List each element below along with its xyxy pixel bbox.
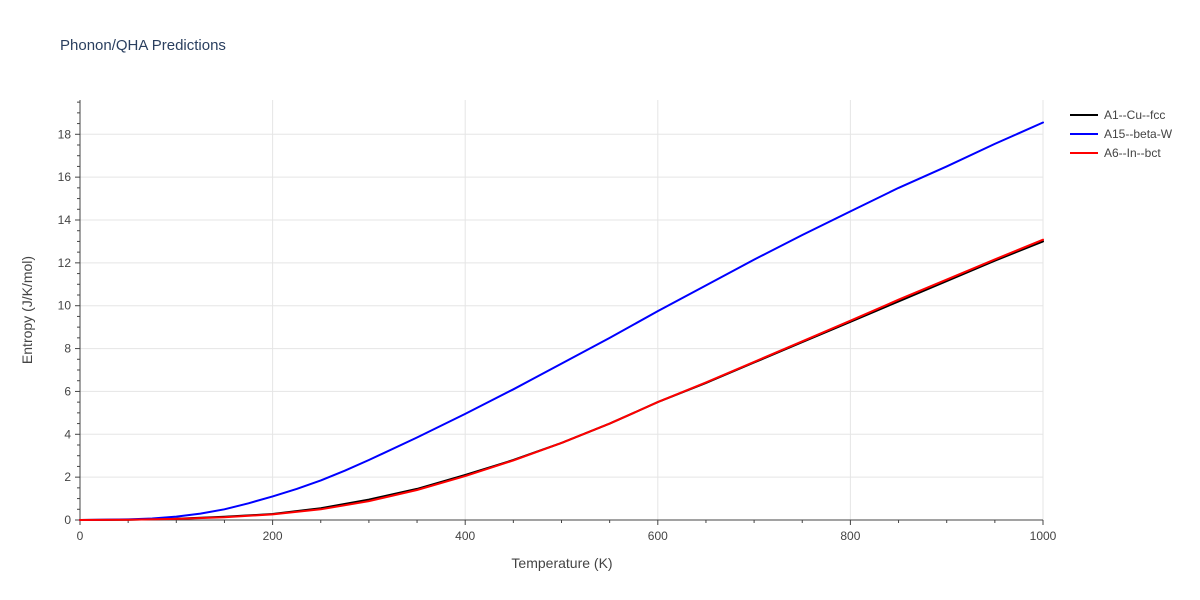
y-tick-label: 14 <box>58 213 72 227</box>
series-line-3 <box>79 238 1044 521</box>
grid-lines <box>80 100 1044 520</box>
y-tick-label: 10 <box>58 299 72 313</box>
y-tick-label: 0 <box>64 513 71 527</box>
y-tick-label: 12 <box>58 256 72 270</box>
x-tick-label: 1000 <box>1030 529 1057 543</box>
y-tick-label: 4 <box>64 427 71 441</box>
y-tick-label: 16 <box>58 170 72 184</box>
y-axis-title: Entropy (J/K/mol) <box>19 256 35 364</box>
legend-label: A6--In--bct <box>1104 146 1161 160</box>
legend-label: A1--Cu--fcc <box>1104 108 1165 122</box>
y-tick-label: 18 <box>58 127 72 141</box>
y-tick-label: 2 <box>64 470 71 484</box>
series-line-1 <box>79 240 1044 521</box>
x-tick-label: 800 <box>840 529 860 543</box>
x-axis-title: Temperature (K) <box>511 555 612 571</box>
legend: A1--Cu--fcc A15--beta-W A6--In--bct <box>1070 108 1173 160</box>
legend-label: A15--beta-W <box>1104 127 1173 141</box>
x-tick-labels: 0 200 400 600 800 1000 <box>77 529 1057 543</box>
y-tick-label: 6 <box>64 384 71 398</box>
x-tick-label: 200 <box>263 529 283 543</box>
x-tick-label: 400 <box>455 529 475 543</box>
chart-title: Phonon/QHA Predictions <box>60 37 226 54</box>
series-line-2 <box>79 121 1044 521</box>
axes <box>75 100 1044 525</box>
y-tick-label: 8 <box>64 342 71 356</box>
x-tick-label: 0 <box>77 529 84 543</box>
y-tick-labels: 0 2 4 6 8 10 12 14 16 18 <box>58 127 72 527</box>
x-tick-label: 600 <box>648 529 668 543</box>
series-lines <box>79 121 1044 521</box>
